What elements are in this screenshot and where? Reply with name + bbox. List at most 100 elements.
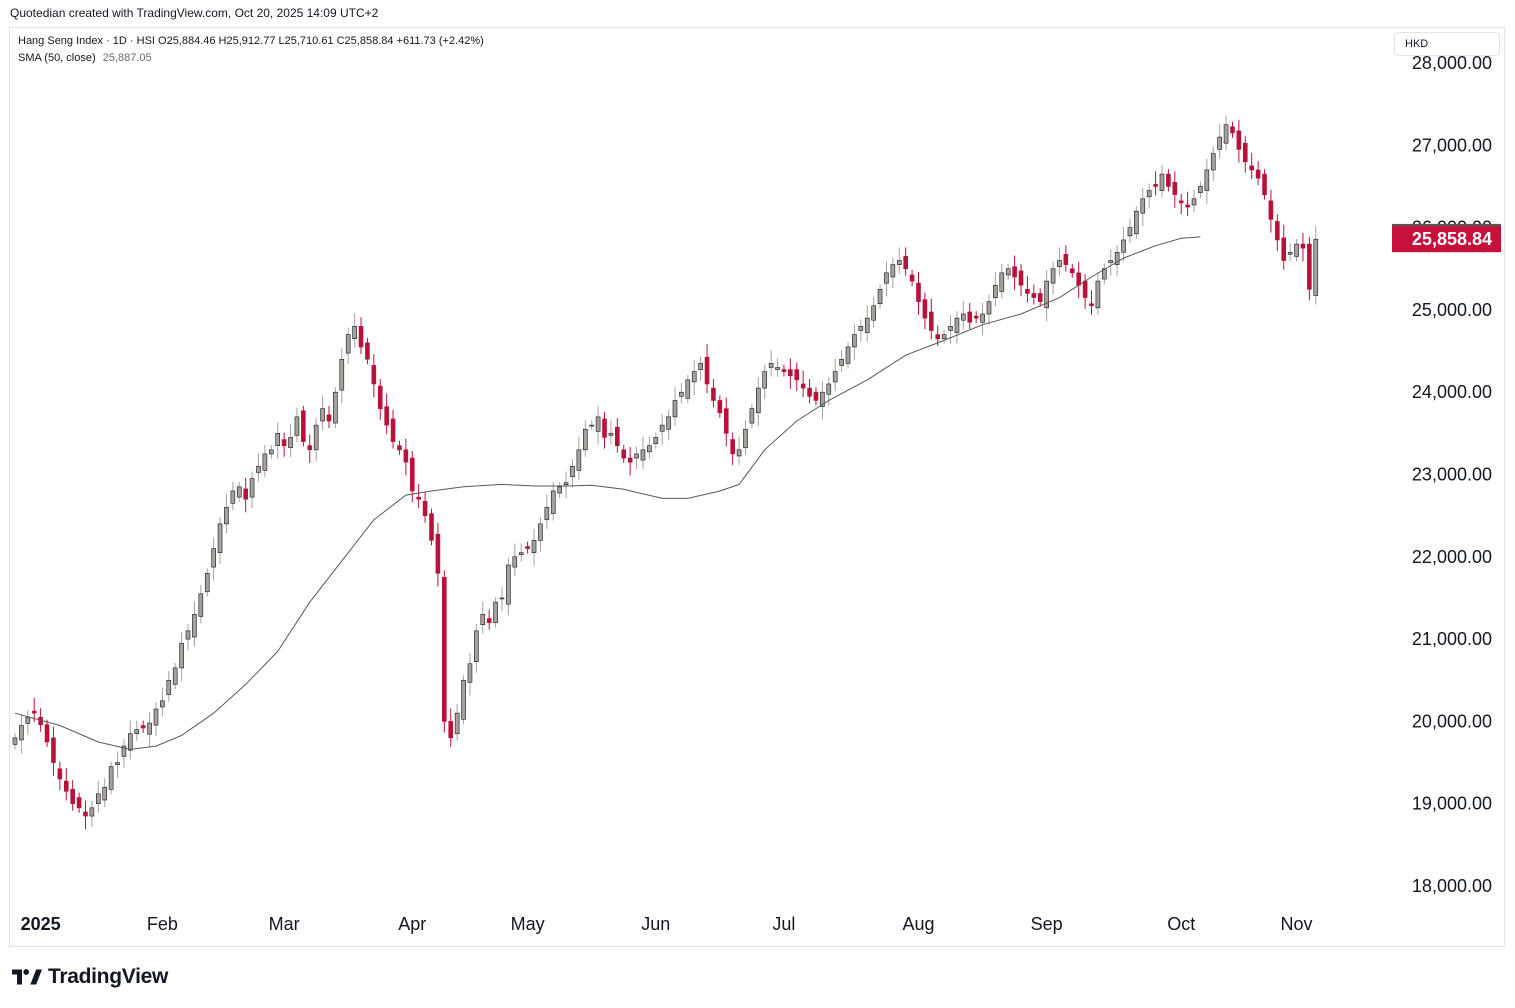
candle-body[interactable]	[96, 793, 101, 804]
candle-body[interactable]	[25, 716, 31, 724]
candle-body[interactable]	[896, 260, 902, 265]
candle-body[interactable]	[333, 391, 338, 424]
candle-body[interactable]	[1140, 198, 1146, 214]
candle-body[interactable]	[589, 424, 594, 427]
candle-body[interactable]	[409, 457, 415, 492]
candle-body[interactable]	[1037, 293, 1043, 302]
candle-body[interactable]	[621, 449, 627, 459]
candle-body[interactable]	[467, 663, 473, 683]
candle-body[interactable]	[1230, 126, 1235, 134]
candle-body[interactable]	[576, 449, 582, 471]
candle-body[interactable]	[1108, 260, 1114, 263]
candle-body[interactable]	[57, 768, 63, 780]
candle-body[interactable]	[1057, 260, 1062, 267]
candle-body[interactable]	[813, 391, 819, 401]
symbol-legend[interactable]: Hang Seng Index · 1D · HSI O25,884.46 H2…	[18, 35, 484, 47]
candle-body[interactable]	[1082, 280, 1088, 298]
candle-body[interactable]	[1050, 268, 1056, 284]
candle-body[interactable]	[922, 299, 928, 319]
candle-body[interactable]	[832, 371, 838, 383]
candle-body[interactable]	[1025, 289, 1030, 294]
candle-body[interactable]	[435, 533, 441, 574]
candle-body[interactable]	[634, 453, 639, 459]
candle-body[interactable]	[1210, 153, 1216, 171]
candle-body[interactable]	[1121, 239, 1126, 253]
candle-body[interactable]	[140, 725, 146, 729]
candle-body[interactable]	[557, 486, 562, 494]
candle-body[interactable]	[448, 721, 454, 739]
candle-body[interactable]	[1294, 243, 1299, 257]
candle-body[interactable]	[679, 391, 684, 397]
candle-body[interactable]	[1217, 136, 1222, 150]
candle-body[interactable]	[1262, 173, 1267, 195]
candle-body[interactable]	[1255, 169, 1261, 179]
candle-body[interactable]	[128, 733, 133, 751]
candle-body[interactable]	[12, 737, 18, 745]
tradingview-logo[interactable]: TradingView	[12, 965, 168, 989]
candle-body[interactable]	[1249, 165, 1254, 171]
candle-body[interactable]	[1223, 124, 1229, 144]
candle-body[interactable]	[736, 449, 742, 457]
candle-body[interactable]	[749, 408, 755, 424]
candle-body[interactable]	[416, 496, 421, 500]
candle-body[interactable]	[941, 334, 947, 340]
candle-body[interactable]	[486, 618, 492, 623]
candle-body[interactable]	[640, 449, 646, 461]
candle-body[interactable]	[845, 346, 851, 364]
candle-body[interactable]	[512, 556, 518, 568]
candle-body[interactable]	[1012, 266, 1017, 278]
candle-body[interactable]	[339, 358, 345, 391]
candle-body[interactable]	[1044, 280, 1049, 309]
candle-body[interactable]	[44, 724, 50, 743]
candle-body[interactable]	[653, 437, 659, 444]
candle-body[interactable]	[256, 465, 261, 473]
candle-body[interactable]	[480, 614, 486, 625]
candle-body[interactable]	[1134, 210, 1139, 235]
candle-body[interactable]	[807, 387, 812, 397]
candle-body[interactable]	[1198, 186, 1203, 193]
candle-body[interactable]	[172, 667, 178, 685]
candle-body[interactable]	[685, 379, 691, 399]
candle-body[interactable]	[999, 272, 1005, 292]
candle-body[interactable]	[358, 326, 364, 348]
candle-body[interactable]	[647, 445, 652, 453]
candle-body[interactable]	[134, 729, 140, 735]
sma-legend[interactable]: SMA (50, close) 25,887.05	[18, 52, 152, 64]
candle-body[interactable]	[993, 284, 998, 298]
candle-body[interactable]	[384, 406, 389, 426]
candle-body[interactable]	[493, 601, 498, 623]
candle-body[interactable]	[461, 679, 466, 720]
candle-body[interactable]	[730, 439, 735, 455]
candle-body[interactable]	[422, 500, 428, 516]
candle-body[interactable]	[890, 264, 896, 278]
candle-body[interactable]	[31, 710, 37, 714]
candle-body[interactable]	[1307, 243, 1312, 290]
candle-body[interactable]	[864, 317, 870, 333]
candle-body[interactable]	[1018, 270, 1024, 286]
candle-body[interactable]	[1005, 268, 1011, 276]
candle-body[interactable]	[179, 642, 184, 669]
candle-body[interactable]	[108, 766, 114, 790]
candle-body[interactable]	[1236, 130, 1242, 150]
candle-body[interactable]	[121, 745, 127, 757]
candle-body[interactable]	[429, 513, 434, 541]
candle-body[interactable]	[582, 428, 588, 451]
candle-body[interactable]	[269, 449, 274, 455]
candle-body[interactable]	[1313, 238, 1319, 296]
candle-body[interactable]	[390, 418, 396, 442]
candle-body[interactable]	[1063, 254, 1069, 265]
candle-body[interactable]	[986, 301, 992, 315]
candle-body[interactable]	[288, 437, 293, 449]
candle-body[interactable]	[602, 418, 607, 438]
candle-body[interactable]	[1153, 184, 1158, 187]
candle-body[interactable]	[204, 572, 210, 593]
candle-body[interactable]	[672, 400, 678, 418]
candle-body[interactable]	[1095, 280, 1101, 309]
candle-body[interactable]	[1172, 182, 1178, 195]
candle-body[interactable]	[294, 416, 300, 436]
candle-body[interactable]	[326, 414, 332, 422]
candle-body[interactable]	[1114, 251, 1120, 265]
candle-body[interactable]	[903, 256, 908, 270]
candle-body[interactable]	[608, 433, 614, 436]
